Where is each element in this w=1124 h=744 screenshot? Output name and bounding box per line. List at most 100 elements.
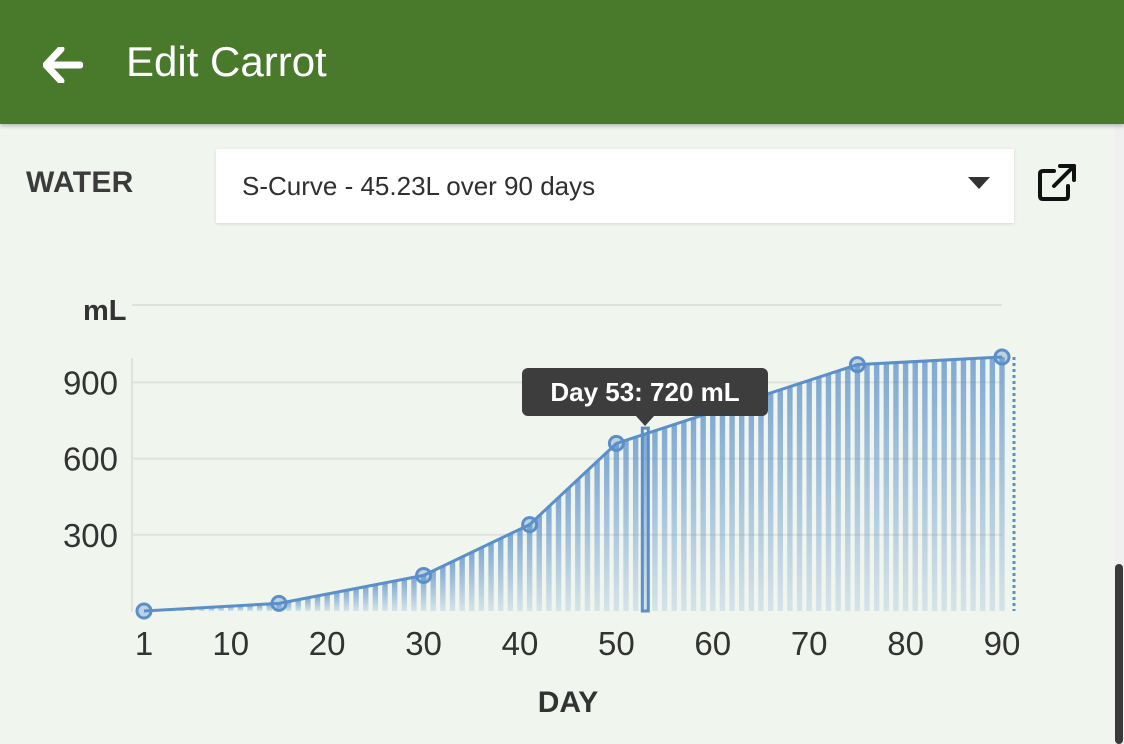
data-bar[interactable] <box>931 360 938 611</box>
data-bar[interactable] <box>642 433 649 611</box>
arrow-left-icon <box>43 47 83 83</box>
data-bar[interactable] <box>228 606 234 611</box>
data-bar[interactable] <box>767 392 774 611</box>
data-bar[interactable] <box>208 607 215 611</box>
data-bar[interactable] <box>430 570 436 611</box>
data-bar[interactable] <box>902 362 909 611</box>
data-bar[interactable] <box>777 389 783 611</box>
data-bar[interactable] <box>237 605 244 611</box>
data-bar[interactable] <box>382 582 388 611</box>
highlight-bar[interactable] <box>640 426 650 613</box>
back-button[interactable] <box>36 38 90 92</box>
data-bar[interactable] <box>710 411 716 611</box>
data-bar[interactable] <box>883 363 890 611</box>
data-bar[interactable] <box>372 584 379 611</box>
data-bar[interactable] <box>199 607 205 611</box>
data-bar[interactable] <box>700 415 706 611</box>
data-bar[interactable] <box>575 479 581 611</box>
data-bar[interactable] <box>719 408 726 611</box>
data-bar[interactable] <box>661 427 668 611</box>
data-bar[interactable] <box>449 561 456 611</box>
data-bar[interactable] <box>353 588 359 611</box>
data-bar[interactable] <box>343 590 350 611</box>
data-bar[interactable] <box>536 515 542 611</box>
data-bar[interactable] <box>739 402 745 611</box>
data-bar[interactable] <box>555 497 562 611</box>
data-bar[interactable] <box>912 361 918 611</box>
data-bar[interactable] <box>941 360 947 611</box>
data-bar[interactable] <box>314 595 321 611</box>
data-bar[interactable] <box>488 543 494 611</box>
data-bar[interactable] <box>999 357 1005 611</box>
data-bar[interactable] <box>806 380 812 611</box>
data-bar[interactable] <box>256 604 263 611</box>
data-bar[interactable] <box>478 547 485 611</box>
data-bar[interactable] <box>893 362 899 611</box>
data-bar[interactable] <box>285 601 292 611</box>
data-bar[interactable] <box>951 359 957 611</box>
data-bar[interactable] <box>266 603 273 611</box>
x-tick-label: 10 <box>212 625 249 662</box>
data-bar[interactable] <box>960 359 967 611</box>
data-bar[interactable] <box>276 603 282 611</box>
data-bar[interactable] <box>324 594 330 611</box>
external-link-button[interactable] <box>1034 160 1080 206</box>
data-point[interactable] <box>415 566 433 584</box>
data-bar[interactable] <box>632 437 639 611</box>
data-bar[interactable] <box>835 370 841 611</box>
data-bar[interactable] <box>526 524 533 611</box>
scrollbar[interactable] <box>1114 124 1124 744</box>
data-bar[interactable] <box>594 461 600 611</box>
data-bar[interactable] <box>796 383 803 611</box>
data-point[interactable] <box>993 348 1011 366</box>
data-bar[interactable] <box>652 430 658 611</box>
data-bar[interactable] <box>825 374 832 611</box>
data-bar[interactable] <box>671 424 677 611</box>
data-bar[interactable] <box>305 597 311 611</box>
data-bar[interactable] <box>787 386 793 611</box>
scrollbar-thumb[interactable] <box>1115 564 1123 744</box>
data-bar[interactable] <box>459 556 465 611</box>
data-point[interactable] <box>270 594 288 612</box>
data-bar[interactable] <box>546 506 552 611</box>
data-bar[interactable] <box>758 396 764 611</box>
data-bar[interactable] <box>816 377 822 611</box>
data-bar[interactable] <box>391 581 398 611</box>
data-bar[interactable] <box>401 579 407 611</box>
data-bar[interactable] <box>497 538 504 611</box>
data-bar[interactable] <box>584 470 591 611</box>
x-tick-label: 90 <box>984 625 1021 662</box>
data-bar[interactable] <box>623 440 629 611</box>
data-bar[interactable] <box>980 358 986 611</box>
data-bar[interactable] <box>748 399 755 611</box>
water-curve-select[interactable]: S-Curve - 45.23L over 90 days <box>216 149 1014 223</box>
data-bar[interactable] <box>469 552 475 611</box>
data-bar[interactable] <box>989 357 996 611</box>
data-point[interactable] <box>848 356 866 374</box>
data-bar[interactable] <box>440 566 446 611</box>
data-point[interactable] <box>607 434 625 452</box>
data-bar[interactable] <box>363 586 369 611</box>
data-bar[interactable] <box>334 592 340 611</box>
data-bar[interactable] <box>411 577 417 611</box>
data-point[interactable] <box>521 516 539 534</box>
data-bar[interactable] <box>295 599 301 611</box>
data-bar[interactable] <box>604 452 610 611</box>
data-bar[interactable] <box>613 443 620 611</box>
data-bar[interactable] <box>247 605 253 611</box>
data-bar[interactable] <box>854 364 861 611</box>
data-bar[interactable] <box>420 575 427 611</box>
data-bar[interactable] <box>922 361 928 611</box>
data-bar[interactable] <box>517 529 523 611</box>
data-bar[interactable] <box>681 421 687 611</box>
data-bar[interactable] <box>864 364 870 611</box>
data-bar[interactable] <box>218 606 224 611</box>
data-bar[interactable] <box>729 405 735 611</box>
data-bar[interactable] <box>970 358 976 611</box>
data-bar[interactable] <box>565 488 571 611</box>
data-bar[interactable] <box>690 418 697 611</box>
data-bar[interactable] <box>507 533 514 611</box>
data-bar[interactable] <box>845 367 851 611</box>
data-bar[interactable] <box>873 363 880 611</box>
data-point[interactable] <box>135 602 153 620</box>
